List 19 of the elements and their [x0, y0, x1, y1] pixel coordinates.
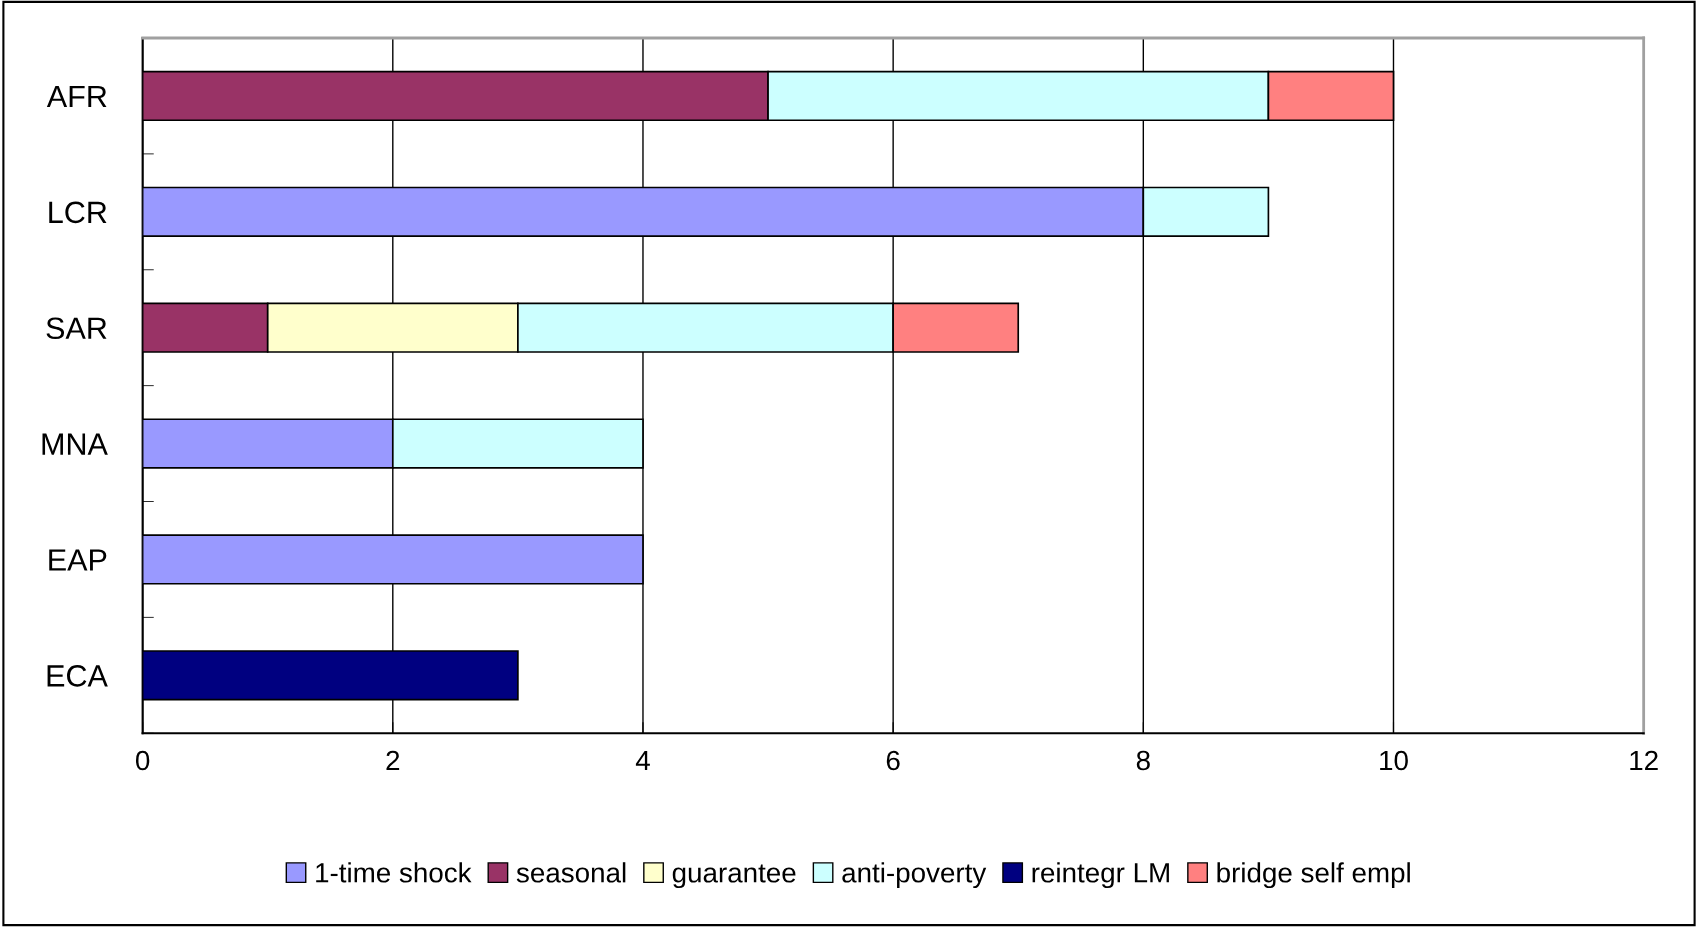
y-tick-label: SAR — [46, 317, 107, 340]
x-tick-label: 6 — [886, 750, 900, 771]
x-tick-label: 0 — [135, 750, 150, 771]
legend-label: guarantee — [672, 864, 796, 889]
y-tick-label: MNA — [42, 433, 108, 455]
y-tick-label: EAP — [49, 549, 107, 571]
y-tick-label: ECA — [47, 665, 108, 687]
legend-label: seasonal — [516, 862, 626, 883]
x-tick-label: 4 — [635, 750, 650, 771]
x-tick-label: 8 — [1136, 750, 1150, 771]
x-tick-label: 10 — [1380, 750, 1408, 771]
y-tick-label: AFR — [46, 85, 107, 108]
legend-label: bridge self empl — [1217, 862, 1410, 889]
legend-label: reintegr LM — [1032, 862, 1169, 889]
x-tick-label: 12 — [1630, 750, 1658, 771]
y-tick-label: LCR — [49, 201, 107, 224]
x-tick-label: 2 — [386, 750, 400, 771]
legend-label: 1-time shock — [316, 862, 472, 883]
legend-label: anti-poverty — [842, 862, 987, 889]
